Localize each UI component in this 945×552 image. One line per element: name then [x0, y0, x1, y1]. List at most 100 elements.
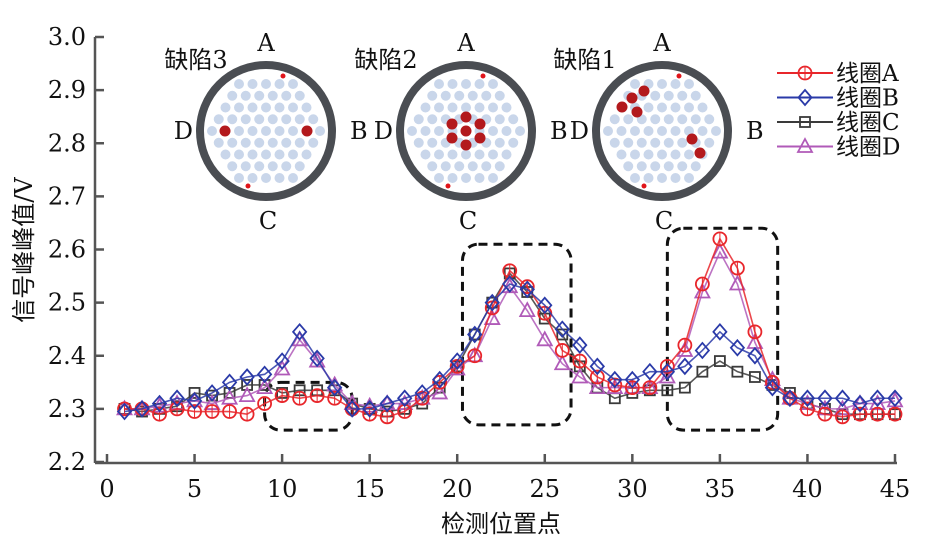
wire: [234, 172, 244, 183]
wire: [308, 114, 319, 125]
broken-wire: [686, 133, 698, 145]
wire: [474, 172, 485, 183]
data-point: [273, 359, 291, 376]
data-point: [151, 394, 168, 413]
broken-wire: [446, 132, 458, 144]
wire: [315, 126, 325, 136]
wire: [488, 172, 498, 183]
broken-wire: [460, 139, 472, 151]
inset-title: 缺陷2: [354, 46, 417, 74]
wire: [254, 90, 265, 101]
y-tick-label: 2.6: [48, 236, 86, 264]
data-point: [713, 355, 726, 367]
wire: [697, 102, 708, 113]
inset-label-bottom: C: [259, 207, 277, 235]
y-tick-label: 2.5: [48, 289, 86, 317]
legend-marker-square-icon: [799, 116, 811, 128]
broken-wire: [460, 125, 472, 137]
series-line: [124, 272, 895, 415]
wire: [207, 126, 217, 136]
wire: [281, 161, 292, 172]
wire: [294, 90, 305, 101]
wire: [670, 102, 681, 113]
wire: [261, 79, 271, 90]
legend-marker-diamond-icon: [797, 88, 813, 107]
data-point: [588, 378, 606, 395]
x-tick-label: 25: [530, 475, 561, 503]
wire: [274, 126, 285, 136]
inset-label-top: A: [456, 29, 475, 57]
wire: [474, 102, 485, 113]
wire: [447, 102, 458, 113]
data-point: [764, 378, 781, 397]
wire: [220, 102, 231, 113]
data-point: [659, 362, 676, 381]
data-point: [693, 282, 711, 299]
wire: [677, 114, 688, 125]
wire: [684, 79, 694, 90]
x-tick-label: 0: [99, 475, 114, 503]
reference-mark: [445, 183, 451, 189]
wire: [467, 161, 478, 172]
x-tick-label: 20: [442, 475, 473, 503]
data-point: [502, 275, 518, 293]
data-point: [553, 354, 571, 371]
data-point: [589, 357, 606, 376]
data-point: [291, 322, 308, 341]
wire: [657, 172, 667, 183]
wire: [261, 172, 271, 183]
wire: [670, 149, 681, 160]
inset-label-top: A: [256, 29, 275, 57]
broken-wire: [474, 118, 486, 130]
wire: [294, 161, 305, 172]
inset-label-top: A: [652, 29, 671, 57]
wire: [254, 161, 265, 172]
wire: [461, 79, 471, 90]
wire: [670, 126, 681, 136]
wire: [301, 149, 312, 160]
wire: [467, 90, 478, 101]
wire: [494, 90, 505, 101]
wire: [413, 114, 424, 125]
legend-marker-triangle-icon: [796, 137, 814, 153]
y-tick-label: 3.0: [48, 23, 86, 51]
wire: [427, 161, 438, 172]
wire: [227, 161, 238, 172]
wire: [670, 172, 681, 183]
defect-1-region: [665, 226, 780, 432]
wire: [288, 149, 298, 160]
wire: [247, 102, 258, 113]
y-tick-label: 2.7: [48, 182, 86, 210]
wire: [454, 90, 465, 101]
wire: [240, 161, 251, 172]
wire: [690, 90, 701, 101]
y-ticks: 2.2 2.3 2.4 2.5 2.6 2.7 2.8 2.9 3.0: [48, 23, 104, 476]
data-point: [519, 280, 535, 299]
inset-label-right: B: [746, 117, 764, 145]
data-point: [729, 338, 746, 357]
wire: [234, 79, 244, 90]
wire: [274, 149, 285, 160]
wire: [481, 90, 492, 101]
inset-label-left: D: [374, 117, 393, 145]
wire: [663, 114, 674, 125]
wire: [427, 114, 438, 125]
y-tick-label: 2.8: [48, 129, 86, 157]
wire: [234, 149, 244, 160]
wire: [281, 114, 292, 125]
data-point: [607, 370, 623, 389]
data-point: [571, 367, 589, 384]
inset-defect-2: 缺陷2 A B C D: [354, 29, 567, 235]
wire: [461, 172, 471, 183]
wire: [623, 114, 634, 125]
data-point: [256, 365, 273, 384]
data-point: [554, 320, 570, 339]
wire: [494, 137, 505, 148]
broken-wire: [694, 147, 706, 159]
wire: [643, 149, 654, 160]
wire: [288, 102, 298, 113]
data-point: [221, 388, 239, 405]
x-tick-label: 15: [354, 475, 385, 503]
wire: [711, 126, 721, 136]
wire: [663, 137, 674, 148]
